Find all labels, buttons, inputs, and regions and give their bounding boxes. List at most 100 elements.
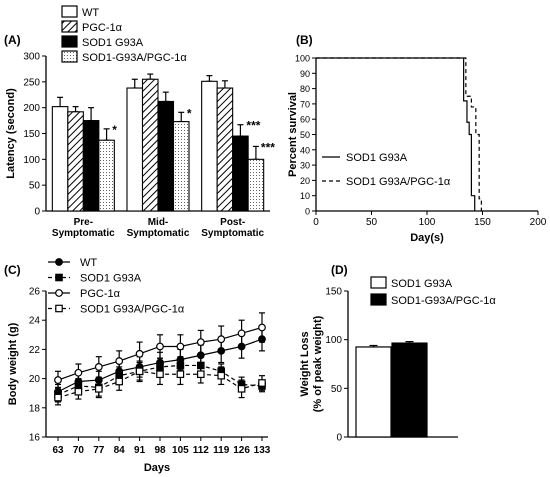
legend-swatch <box>61 35 78 48</box>
legend-swatch <box>370 276 387 289</box>
data-point <box>258 323 266 332</box>
panel-d-weight-loss-chart: (D) 0 50 100 150 Weight Loss(% of peak weight… <box>299 263 496 444</box>
x-tick-label: 126 <box>233 445 250 456</box>
data-point <box>258 379 266 387</box>
data-point <box>237 385 246 393</box>
data-point <box>176 370 185 379</box>
legend-label: PGC-1α <box>80 288 121 300</box>
x-tick-label: 63 <box>52 445 64 456</box>
legend-label: WT <box>82 7 99 19</box>
y-tick-label: 22 <box>29 345 41 356</box>
bar <box>355 346 392 438</box>
y-tick-label: 70 <box>300 99 310 109</box>
y-tick-label: 30 <box>300 161 310 171</box>
data-point <box>217 335 226 344</box>
x-tick-label: 91 <box>134 445 146 456</box>
x-tick-label: 119 <box>213 445 230 456</box>
panel-label: (D) <box>331 263 348 277</box>
x-tick-label: 98 <box>154 445 166 456</box>
significance-mark: * <box>112 123 117 137</box>
x-tick-label-line: Post- <box>220 217 245 228</box>
y-tick-label: 100 <box>23 155 40 166</box>
y-tick-label: 0 <box>34 207 40 218</box>
data-point <box>94 385 103 393</box>
data-point <box>156 370 164 379</box>
panel-b-survival-chart: (B) 0 10 20 30 40 50 60 70 80 90 100 0 50 100 150 200 Per… <box>287 33 547 244</box>
y-axis-label: Weight Loss(% of peak weight) <box>299 315 324 412</box>
x-tick-label: Mid-Symptomatic <box>127 217 190 239</box>
x-tick-label: 150 <box>474 217 491 228</box>
bar <box>141 78 159 212</box>
y-tick-label: 150 <box>23 129 40 140</box>
y-tick-label: 20 <box>29 374 41 385</box>
bar <box>126 87 144 212</box>
significance-mark: * <box>187 106 192 120</box>
y-tick-label: 26 <box>29 287 41 298</box>
data-point <box>196 338 205 347</box>
data-point <box>54 376 62 384</box>
y-tick-label: 50 <box>29 181 41 192</box>
legend-label: SOD1 G93A <box>391 278 453 290</box>
bar <box>157 100 175 212</box>
x-tick-label-line: Symptomatic <box>201 228 264 239</box>
x-tick-label: 200 <box>530 217 547 228</box>
panel-label: (C) <box>4 263 21 277</box>
survival-curve <box>316 57 476 211</box>
data-point <box>217 371 226 380</box>
data-point <box>176 342 185 351</box>
x-tick-label: Post-Symptomatic <box>201 217 264 239</box>
bar <box>232 135 249 212</box>
y-tick-label: 150 <box>325 287 342 298</box>
y-tick-label: 300 <box>23 52 40 63</box>
legend-swatch <box>61 20 78 33</box>
bar <box>51 106 69 212</box>
x-tick-label: 50 <box>366 217 378 228</box>
y-tick-label: 40 <box>300 145 310 155</box>
legend-swatch <box>61 50 78 63</box>
data-point <box>135 367 144 376</box>
bar <box>82 120 100 212</box>
y-tick-label: 80 <box>300 84 310 94</box>
data-point <box>135 349 144 358</box>
bar <box>247 158 265 212</box>
y-tick-label: 18 <box>29 403 41 414</box>
data-point <box>156 342 164 351</box>
x-tick-label: 0 <box>313 217 319 228</box>
bar <box>201 80 218 212</box>
y-axis-label: Latency (second) <box>5 88 17 179</box>
y-tick-label: 60 <box>300 115 310 125</box>
legend-label: SOD1 G93A <box>82 37 144 49</box>
data-point <box>94 363 103 371</box>
x-tick-label-line: Mid- <box>148 217 169 228</box>
y-tick-label: 24 <box>29 316 41 327</box>
y-axis-label-line: Weight Loss <box>299 331 311 396</box>
data-point <box>54 393 62 402</box>
y-tick-label: 250 <box>23 77 40 88</box>
y-tick-label: 20 <box>300 176 310 186</box>
x-tick-label-line: Symptomatic <box>52 228 115 239</box>
legend-label: SOD1 G93A/PGC-1α <box>346 176 451 188</box>
bar <box>391 342 428 438</box>
data-point <box>115 377 124 386</box>
data-point <box>74 387 83 396</box>
legend-label: SOD1 G93A/PGC-1α <box>80 304 185 316</box>
bar <box>67 111 84 212</box>
legend-marker <box>55 289 63 297</box>
data-point <box>74 368 83 377</box>
x-tick-label: 105 <box>172 445 189 456</box>
x-tick-label: Pre-Symptomatic <box>52 217 115 239</box>
survival-curve <box>316 57 482 211</box>
y-tick-label: 50 <box>331 384 343 395</box>
legend-swatch <box>370 293 387 306</box>
data-point <box>197 370 205 379</box>
y-tick-label: 100 <box>295 54 310 64</box>
legend-label: SOD1-G93A/PGC-1α <box>391 295 496 307</box>
significance-mark: *** <box>246 119 260 133</box>
y-tick-label: 200 <box>23 103 40 114</box>
legend-swatch <box>61 5 78 18</box>
x-tick-label: 112 <box>193 445 210 456</box>
y-tick-label: 100 <box>325 335 342 346</box>
y-axis-label: Body weight (g) <box>7 322 19 405</box>
significance-mark: *** <box>261 140 275 154</box>
panel-c-body-weight-chart: (C) 16 18 20 22 24 26 63 70 77 84 91 98 105 112 119 126 1… <box>4 257 271 474</box>
